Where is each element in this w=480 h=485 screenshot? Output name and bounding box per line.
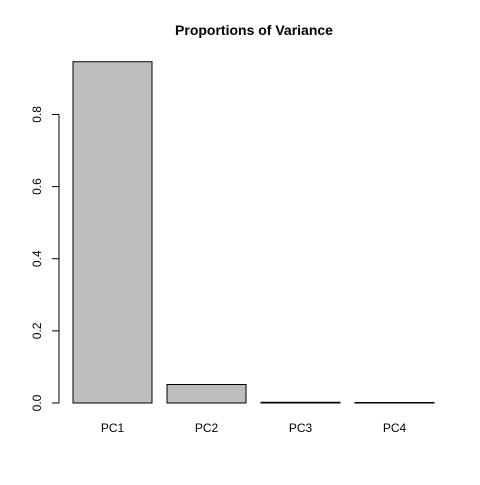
y-tick-label: 0.6 xyxy=(30,178,44,195)
y-tick-label: 0.2 xyxy=(30,322,44,339)
chart-title: Proportions of Variance xyxy=(175,22,333,38)
category-label-pc4: PC4 xyxy=(383,421,407,435)
y-tick-label: 0.4 xyxy=(30,250,44,267)
bar-pc4 xyxy=(354,402,435,404)
bar-pc3 xyxy=(260,401,341,404)
category-label-pc2: PC2 xyxy=(195,421,219,435)
bars-group xyxy=(72,61,435,404)
category-labels: PC1 PC2 PC3 PC4 xyxy=(101,421,407,435)
y-tick-label: 0.8 xyxy=(30,106,44,123)
bar-pc2 xyxy=(166,383,247,404)
y-axis: 0.0 0.2 0.4 0.6 0.8 xyxy=(30,106,60,411)
y-tick-label: 0.0 xyxy=(30,394,44,411)
category-label-pc3: PC3 xyxy=(289,421,313,435)
bar-pc1 xyxy=(72,61,153,404)
category-label-pc1: PC1 xyxy=(101,421,125,435)
